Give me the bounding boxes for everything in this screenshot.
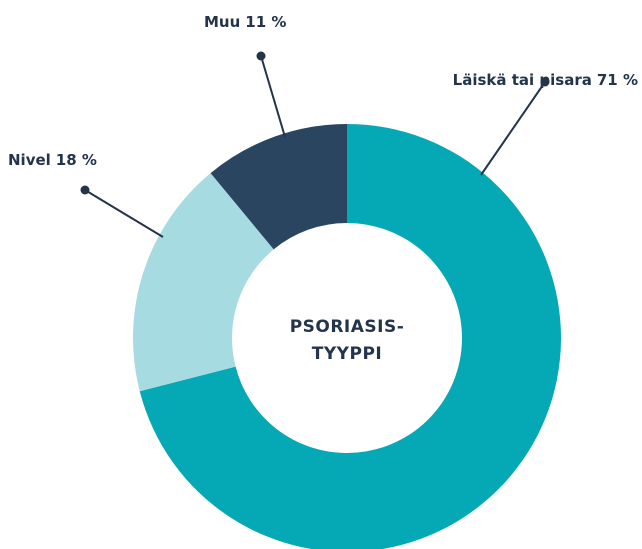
leader-line	[84, 189, 164, 238]
leader-dot	[80, 185, 90, 195]
donut	[133, 124, 561, 549]
slice-label: Nivel 18 %	[8, 151, 97, 169]
slice-name: Läiskä tai pisara	[453, 71, 592, 89]
center-label: TYYPPI	[312, 344, 382, 364]
slice-name: Nivel	[8, 151, 51, 169]
leader-dot	[540, 77, 550, 87]
donut-slice	[133, 173, 274, 392]
leader-dot	[256, 51, 266, 61]
donut-slice	[139, 124, 561, 549]
slice-label: Muu 11 %	[204, 13, 286, 31]
center-label: PSORIASIS-	[290, 317, 405, 337]
donut-slice	[210, 124, 347, 250]
leader-line	[260, 55, 286, 138]
leader-line	[480, 81, 546, 176]
slice-value: 71 %	[597, 71, 638, 89]
slice-name: Muu	[204, 13, 240, 31]
slice-value: 18 %	[56, 151, 97, 169]
slice-label: Läiskä tai pisara 71 %	[453, 71, 638, 89]
slice-value: 11 %	[245, 13, 286, 31]
